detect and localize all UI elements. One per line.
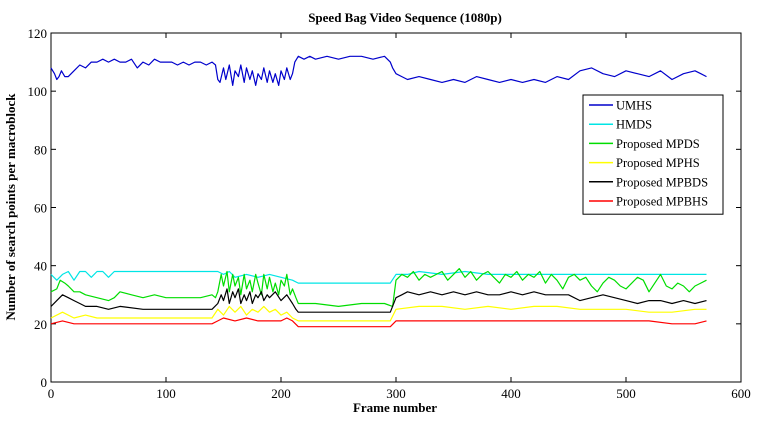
x-tick-label: 600 — [731, 386, 751, 401]
series-line-proposed-mphs — [50, 305, 707, 322]
series-line-proposed-mpbds — [50, 288, 707, 313]
y-tick-label: 60 — [34, 201, 47, 216]
y-tick-label: 20 — [34, 317, 47, 332]
y-tick-label: 0 — [41, 375, 48, 390]
y-tick-label: 80 — [34, 142, 47, 157]
series-line-proposed-mpbhs — [50, 317, 707, 328]
x-tick-label: 200 — [271, 386, 291, 401]
legend-label: UMHS — [616, 99, 652, 113]
series-line-umhs — [50, 55, 707, 87]
legend-label: Proposed MPHS — [616, 156, 700, 170]
x-tick-label: 500 — [616, 386, 636, 401]
x-tick-label: 400 — [501, 386, 521, 401]
series-line-hmds — [50, 270, 707, 284]
y-tick-label: 120 — [28, 26, 48, 41]
legend-label: Proposed MPBDS — [616, 175, 708, 189]
legend-label: Proposed MPBHS — [616, 195, 708, 209]
x-tick-label: 300 — [386, 386, 406, 401]
x-tick-label: 100 — [156, 386, 176, 401]
chart-title: Speed Bag Video Sequence (1080p) — [308, 10, 502, 25]
x-axis-label: Frame number — [353, 400, 437, 415]
legend-label: Proposed MPDS — [616, 137, 700, 151]
y-axis-label: Number of search points per macroblock — [3, 93, 18, 321]
legend-label: HMDS — [616, 118, 652, 132]
y-tick-label: 40 — [34, 259, 47, 274]
series-line-proposed-mpds — [50, 268, 707, 307]
y-tick-label: 100 — [28, 84, 48, 99]
x-tick-label: 0 — [48, 386, 55, 401]
legend: UMHS HMDS Proposed MPDS Proposed MPHS Propos… — [582, 94, 724, 215]
